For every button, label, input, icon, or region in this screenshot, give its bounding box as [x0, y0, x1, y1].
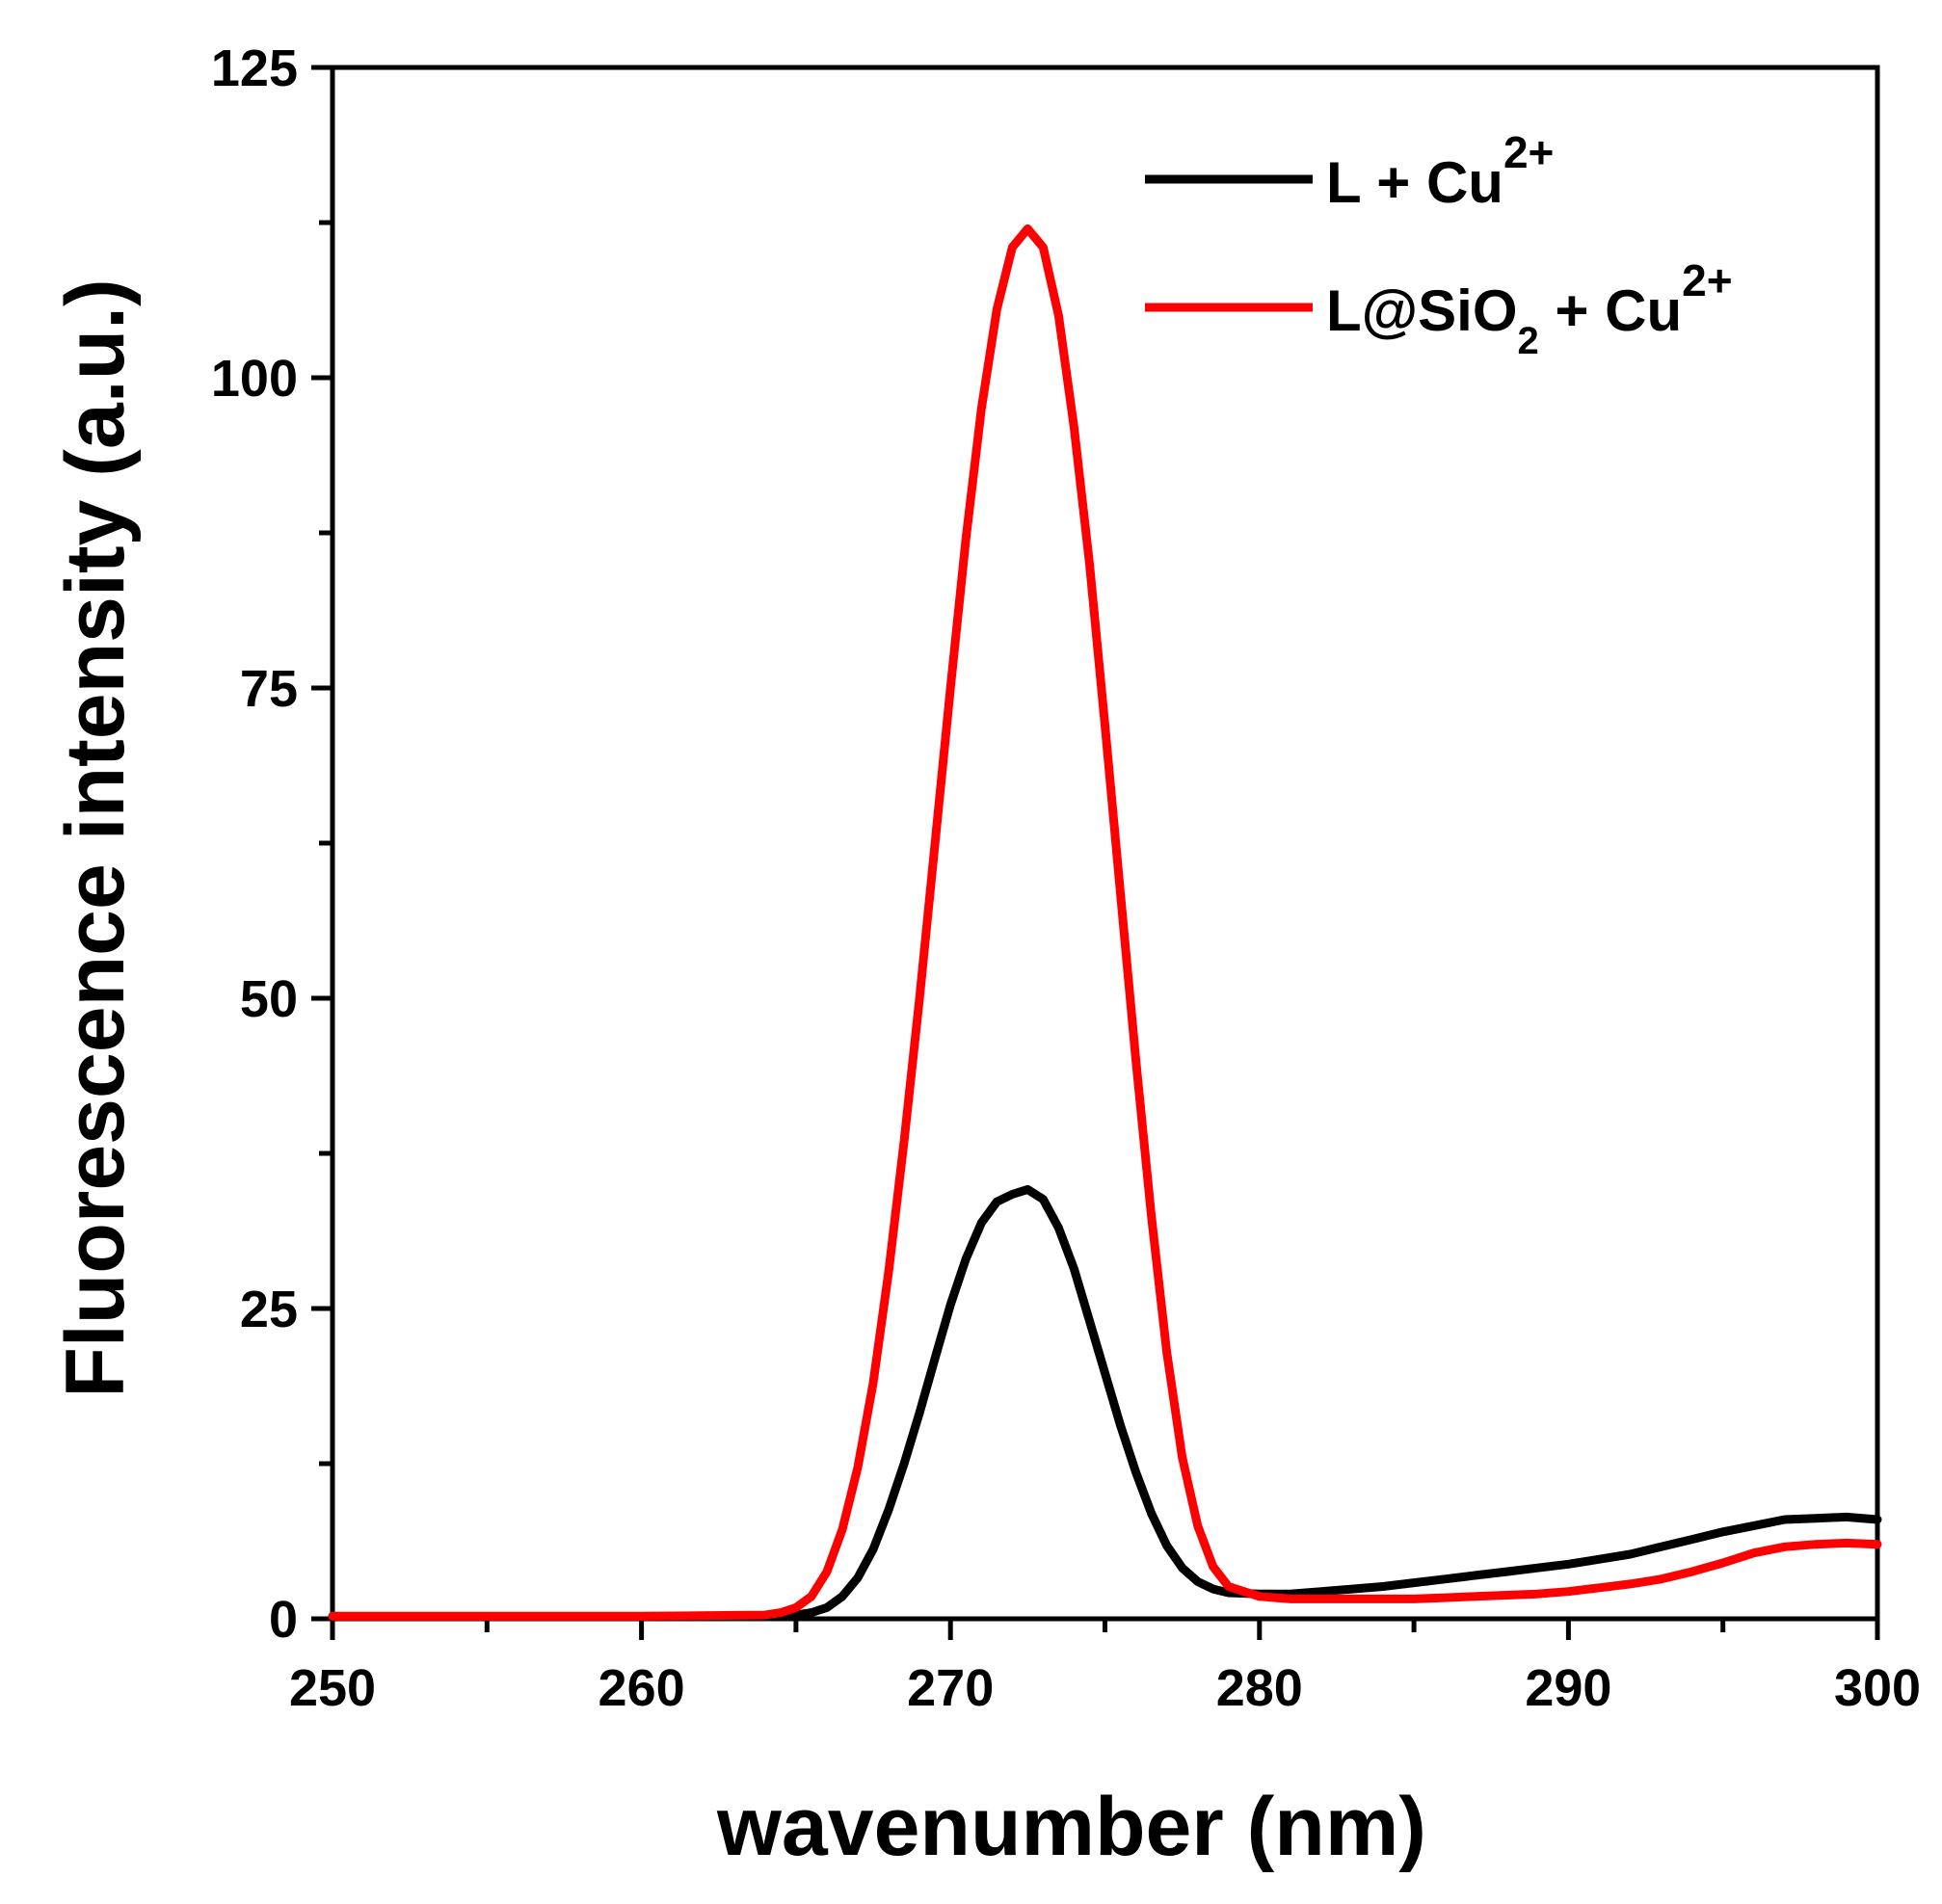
legend-label-lsio2-sub: 2 [1518, 320, 1539, 362]
y-tick-label-125: 125 [211, 40, 298, 97]
legend: L + Cu2+ L@SiO2 + Cu2+ [1145, 127, 1733, 362]
legend-label-l-cu: L + Cu2+ [1326, 127, 1554, 215]
y-tick-label-25: 25 [240, 1281, 298, 1338]
axis-ticks: 250 260 270 280 290 300 0 25 50 75 100 125 [211, 40, 1921, 1717]
x-tick-label-270: 270 [907, 1659, 994, 1717]
legend-label-lsio2-base: L@SiO [1326, 278, 1518, 343]
x-axis-title: wavenumber (nm) [716, 1781, 1426, 1873]
y-tick-label-100: 100 [211, 350, 298, 408]
x-tick-label-260: 260 [599, 1659, 685, 1717]
series-line-lsio2-cu [328, 224, 1882, 1621]
series-lines [328, 224, 1882, 1621]
x-tick-label-300: 300 [1834, 1659, 1921, 1717]
legend-label-l-cu-base: L + Cu [1326, 150, 1503, 215]
y-tick-label-50: 50 [240, 970, 298, 1028]
legend-label-lsio2-mid: + Cu [1539, 278, 1682, 343]
y-tick-label-0: 0 [269, 1591, 298, 1649]
legend-label-lsio2-sup: 2+ [1682, 255, 1732, 305]
series-line-l-cu [328, 1184, 1882, 1621]
legend-label-l-cu-sup: 2+ [1503, 127, 1554, 177]
x-tick-label-280: 280 [1216, 1659, 1303, 1717]
x-tick-label-290: 290 [1525, 1659, 1611, 1717]
x-tick-label-250: 250 [289, 1659, 376, 1717]
legend-label-lsio2-cu: L@SiO2 + Cu2+ [1326, 255, 1733, 362]
y-tick-label-75: 75 [240, 660, 298, 718]
y-axis-title: Fluorescence intensity (a.u.) [49, 278, 142, 1397]
